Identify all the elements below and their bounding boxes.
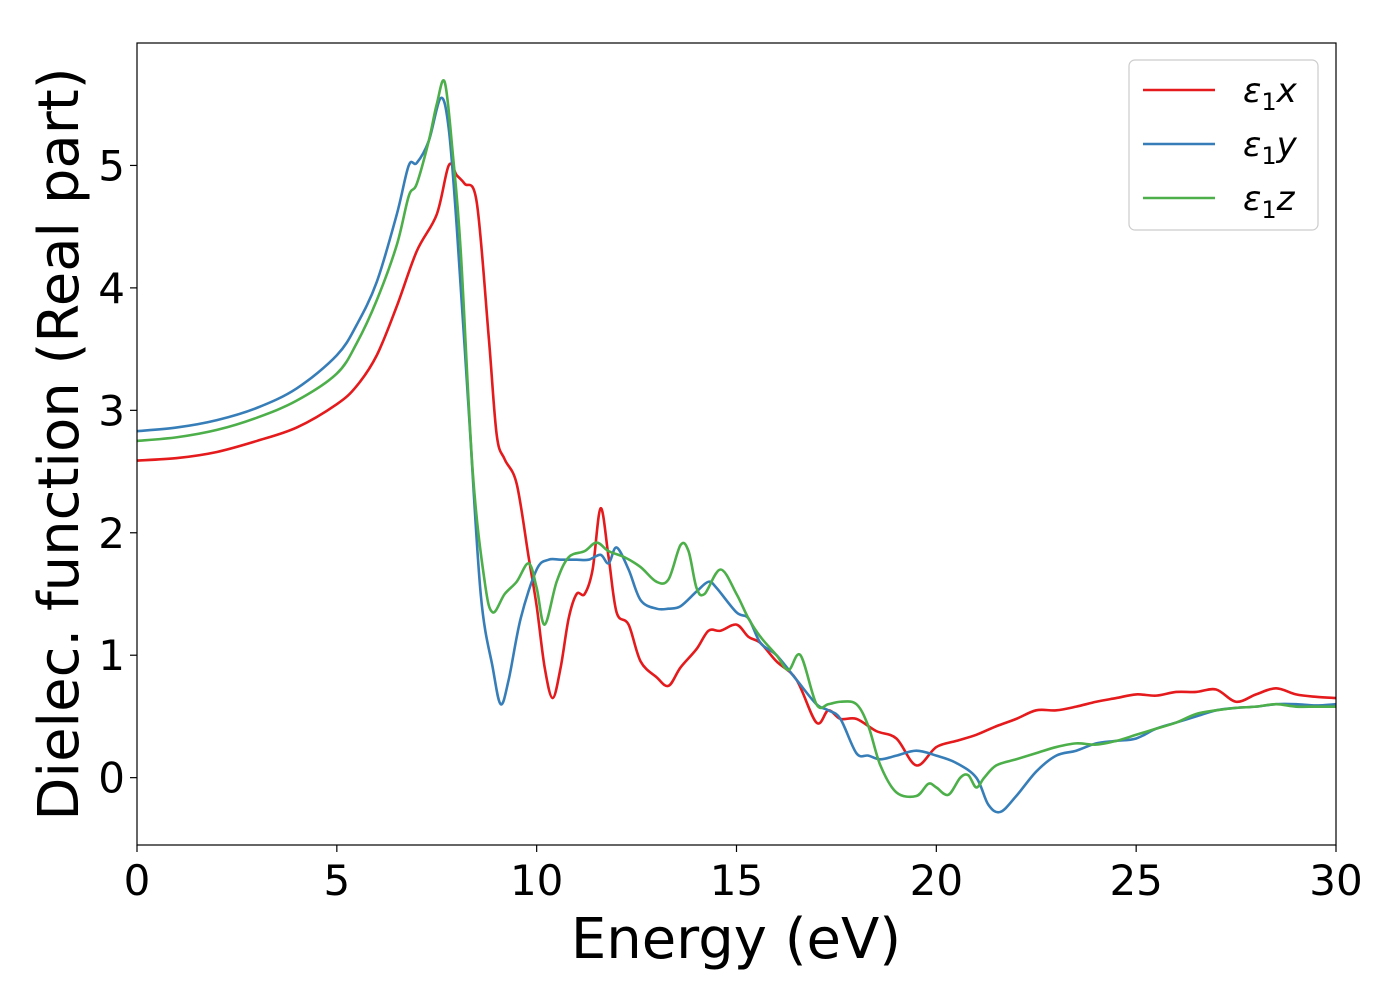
x-tick-label: 30 bbox=[1309, 856, 1362, 905]
x-tick-label: 5 bbox=[323, 856, 350, 905]
legend-box bbox=[1128, 59, 1319, 231]
y-tick-label: 1 bbox=[98, 631, 125, 680]
x-tick-label: 0 bbox=[124, 856, 151, 905]
series-group bbox=[137, 79, 1336, 814]
x-tick-label: 10 bbox=[510, 856, 563, 905]
series-line-x bbox=[137, 162, 1336, 767]
x-tick-label: 20 bbox=[910, 856, 963, 905]
y-tick-label: 5 bbox=[98, 141, 125, 190]
y-tick-label: 4 bbox=[98, 264, 125, 313]
x-tick-label: 15 bbox=[710, 856, 763, 905]
y-tick-label: 0 bbox=[98, 754, 125, 803]
series-line-z bbox=[137, 79, 1336, 799]
y-tick-label: 2 bbox=[98, 509, 125, 558]
y-tick-label: 3 bbox=[98, 386, 125, 435]
x-tick-label: 25 bbox=[1109, 856, 1162, 905]
legend-label-x: ε1x bbox=[1243, 71, 1298, 116]
x-axis-ticks: 0 5 10 15 20 25 30 bbox=[124, 845, 1363, 905]
x-axis-label: Energy (eV) bbox=[571, 907, 901, 972]
y-axis-label: Dielec. function (Real part) bbox=[27, 67, 92, 820]
y-axis-ticks: 0 1 2 3 4 5 bbox=[98, 141, 137, 803]
